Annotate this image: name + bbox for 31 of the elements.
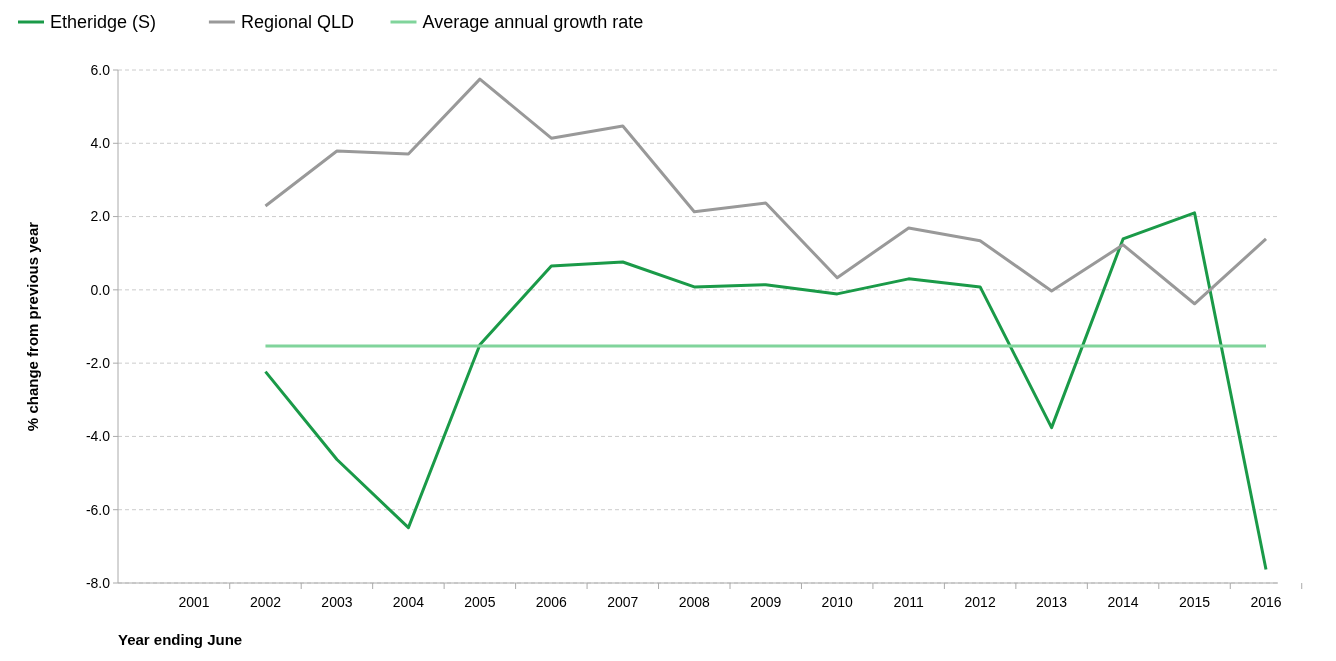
x-tick-label: 2002	[249, 594, 282, 610]
line-series	[263, 77, 1268, 306]
legend-label: Regional QLD	[240, 12, 354, 33]
legend-label: Average annual growth rate	[422, 12, 644, 33]
x-tick-label: 2005	[464, 594, 496, 610]
x-tick-label: 2007	[607, 594, 639, 610]
x-tick-label: 2015	[1178, 594, 1211, 610]
y-tick-label: 0.0	[90, 281, 111, 298]
y-axis-title: % change from previous year	[24, 221, 41, 432]
x-axis-title: Year ending June	[118, 631, 243, 648]
y-tick-label: -8.0	[85, 574, 111, 591]
line-series	[263, 211, 1268, 571]
x-tick-label: 2008	[678, 594, 711, 610]
x-tick-label: 2014	[1107, 594, 1139, 610]
y-tick-label: -4.0	[85, 428, 111, 445]
y-tick-label: -2.0	[85, 355, 111, 372]
legend-label: Etheridge (S)	[50, 12, 157, 33]
y-tick-label: 6.0	[90, 61, 111, 78]
x-tick-label: 2016	[1250, 594, 1282, 610]
x-tick-label: 2011	[893, 594, 924, 610]
x-tick-label: 2009	[750, 594, 782, 610]
x-tick-label: 2003	[321, 594, 353, 610]
y-tick-label: 4.0	[90, 135, 111, 152]
x-tick-label: 2010	[821, 594, 853, 610]
x-tick-label: 2012	[964, 594, 996, 610]
y-tick-label: -6.0	[85, 501, 111, 518]
x-tick-label: 2004	[392, 594, 425, 610]
x-tick-label: 2001	[178, 594, 210, 610]
y-tick-label: 2.0	[90, 208, 111, 225]
x-tick-label: 2006	[535, 594, 568, 610]
x-tick-label: 2013	[1036, 594, 1068, 610]
